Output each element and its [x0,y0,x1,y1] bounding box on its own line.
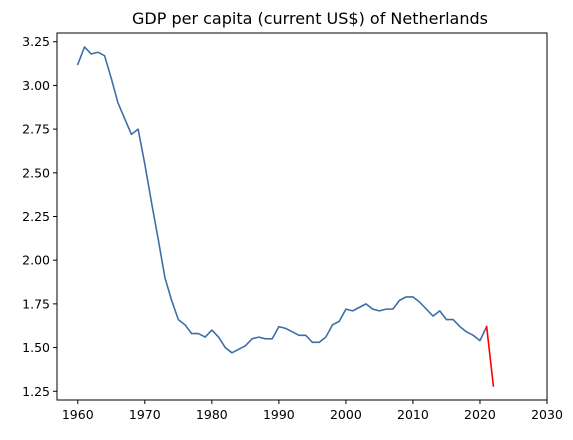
y-tick-label: 1.75 [22,296,50,311]
y-tick-label: 3.00 [22,78,50,93]
y-tick-label: 2.75 [22,122,50,137]
y-axis-ticks: 1.25 1.50 1.75 2.00 2.25 2.50 2.75 3.00 3.25 [22,34,57,399]
x-tick-label: 2030 [531,407,563,422]
x-tick-label: 1990 [263,407,295,422]
x-axis-ticks: 1960 1970 1980 1990 2000 2010 2020 2030 [62,400,563,422]
x-tick-label: 1980 [196,407,228,422]
x-tick-label: 2010 [397,407,429,422]
y-tick-label: 1.25 [22,384,50,399]
y-tick-label: 2.25 [22,209,50,224]
series-line-tail [485,325,495,387]
y-tick-label: 2.50 [22,165,50,180]
y-tick-label: 3.25 [22,34,50,49]
y-tick-label: 1.50 [22,340,50,355]
x-tick-label: 2000 [330,407,362,422]
x-tick-label: 1970 [129,407,161,422]
x-tick-label: 1960 [62,407,94,422]
x-tick-label: 2020 [464,407,496,422]
plot-area-frame [56,32,548,401]
y-tick-label: 2.00 [22,253,50,268]
series-line-main [76,46,488,354]
chart-title: GDP per capita (current US$) of Netherla… [132,9,488,28]
plot-lines [76,46,495,387]
